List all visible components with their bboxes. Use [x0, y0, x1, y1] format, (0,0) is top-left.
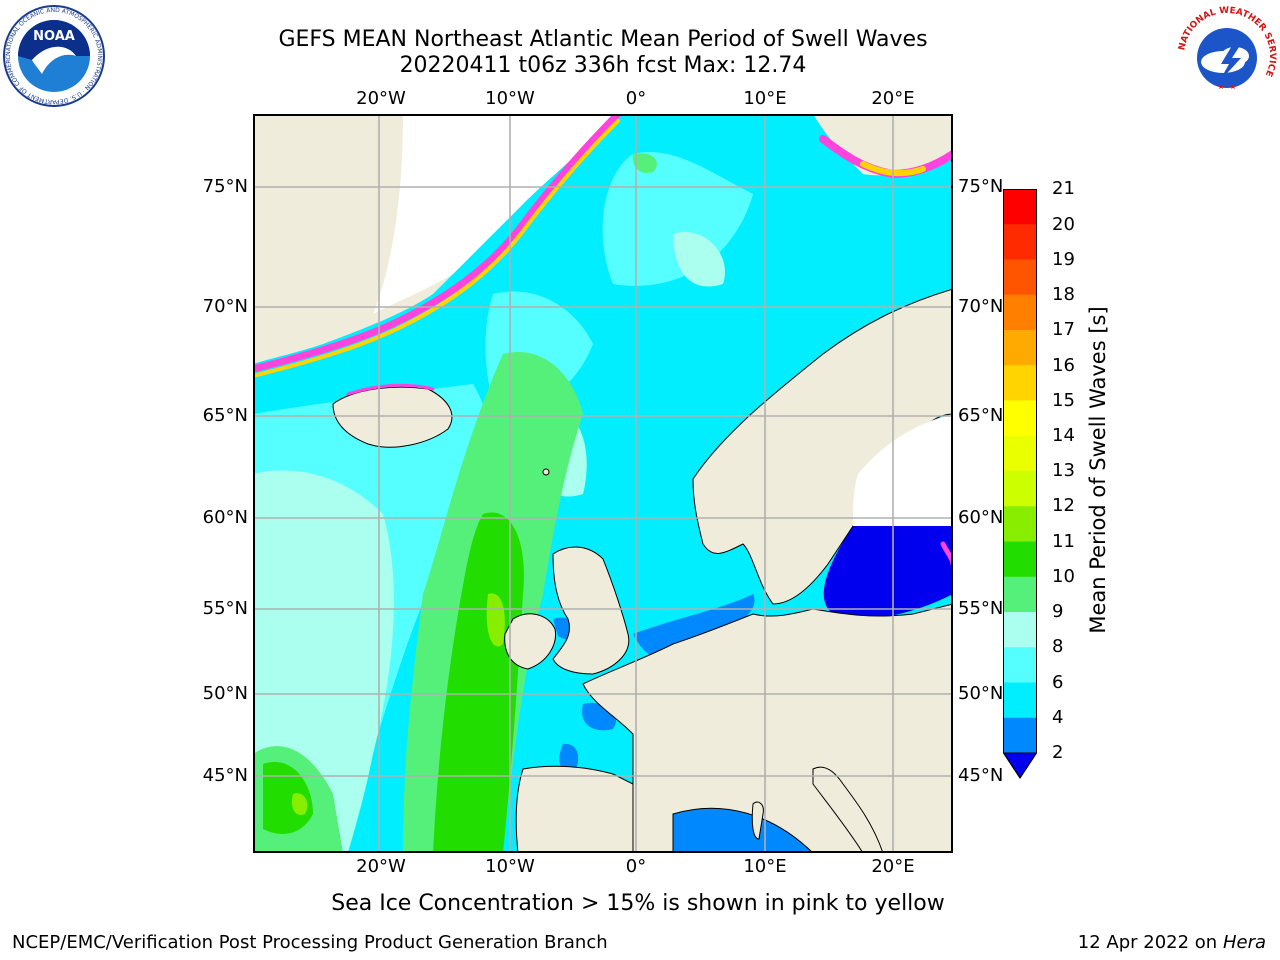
lon-label-top: 10°W	[485, 88, 535, 109]
svalbard-land	[813, 114, 953, 176]
lat-label-left: 50°N	[202, 683, 248, 704]
colorbar-tick: 12	[1052, 495, 1075, 516]
colorbar-segment	[1003, 189, 1037, 225]
colorbar-segment	[1003, 365, 1037, 401]
colorbar-segment	[1003, 330, 1037, 366]
lat-label-left: 75°N	[202, 176, 248, 197]
colorbar-segment	[1003, 259, 1037, 296]
colorbar-tick: 11	[1052, 531, 1075, 552]
colorbar-frame	[1003, 189, 1037, 779]
colorbar-tick: 13	[1052, 460, 1075, 481]
colorbar-tick: 2	[1052, 742, 1064, 763]
colorbar-tick: 21	[1052, 178, 1075, 199]
colorbar-segment	[1003, 435, 1037, 472]
lat-label-right: 75°N	[958, 176, 1004, 197]
colorbar-segment	[1003, 682, 1037, 719]
lon-label-bottom: 10°W	[485, 856, 535, 877]
nws-logo: NATIONAL WEATHER SERVICE	[1177, 6, 1277, 106]
lon-label-bottom: 0°	[625, 856, 647, 877]
colorbar	[1003, 189, 1037, 779]
lat-label-left: 45°N	[202, 765, 248, 786]
lat-label-right: 70°N	[958, 296, 1004, 317]
swell-11-12-regions	[263, 512, 524, 853]
colorbar-tick: 10	[1052, 566, 1075, 587]
colorbar-tick: 18	[1052, 284, 1075, 305]
great-britain-land	[552, 546, 630, 675]
lon-label-bottom: 20°W	[356, 856, 406, 877]
colorbar-segment	[1003, 647, 1037, 683]
colorbar-tick: 6	[1052, 672, 1064, 693]
colorbar-segment	[1003, 717, 1037, 754]
lat-label-right: 45°N	[958, 765, 1004, 786]
lat-label-left: 70°N	[202, 296, 248, 317]
colorbar-tick: 8	[1052, 636, 1064, 657]
colorbar-segment	[1003, 541, 1037, 578]
lon-label-top: 10°E	[743, 88, 787, 109]
noaa-wordmark: NOAA	[33, 29, 75, 44]
colorbar-tick: 17	[1052, 319, 1075, 340]
sea-ice-note: Sea Ice Concentration > 15% is shown in …	[331, 891, 945, 916]
iceland-land	[332, 386, 453, 448]
lon-label-bottom: 20°E	[871, 856, 915, 877]
lon-label-bottom: 10°E	[743, 856, 787, 877]
swell-period-map[interactable]	[253, 114, 953, 853]
colorbar-tick: 4	[1052, 707, 1064, 728]
lat-label-right: 55°N	[958, 598, 1004, 619]
generation-date: 12 Apr 2022 on Hera	[1078, 932, 1266, 953]
europe-land	[582, 603, 953, 853]
chart-subtitle: 20220411 t06z 336h fcst Max: 12.74	[399, 53, 807, 78]
graticule	[253, 114, 953, 853]
date-text: 12 Apr 2022 on	[1077, 932, 1223, 953]
swell-12-13-regions	[291, 593, 505, 816]
lat-label-left: 65°N	[202, 405, 248, 426]
lat-label-left: 55°N	[202, 598, 248, 619]
italy-land	[812, 766, 884, 853]
colorbar-segment	[1003, 576, 1037, 613]
colorbar-tick: 20	[1052, 214, 1075, 235]
colorbar-segment	[1003, 400, 1037, 437]
noaa-logo: NATIONAL OCEANIC AND ATMOSPHERIC ADMINIS…	[2, 4, 105, 107]
colorbar-label: Mean Period of Swell Waves [s]	[1086, 306, 1110, 634]
map-border	[253, 114, 953, 853]
colorbar-tick: 14	[1052, 425, 1075, 446]
colorbar-segment	[1003, 224, 1037, 260]
colorbar-under-arrow	[1003, 752, 1037, 779]
lat-label-right: 50°N	[958, 683, 1004, 704]
colorbar-segment	[1003, 612, 1037, 648]
lon-label-top: 20°E	[871, 88, 915, 109]
colorbar-segment	[1003, 506, 1037, 542]
colorbar-tick: 19	[1052, 249, 1075, 270]
chart-title: GEFS MEAN Northeast Atlantic Mean Period…	[278, 27, 928, 52]
lon-label-top: 0°	[625, 88, 647, 109]
colorbar-tick: 9	[1052, 601, 1064, 622]
producer-credit: NCEP/EMC/Verification Post Processing Pr…	[12, 932, 608, 953]
lat-label-left: 60°N	[202, 507, 248, 528]
colorbar-tick: 15	[1052, 390, 1075, 411]
ireland-land	[504, 613, 557, 670]
lon-label-top: 20°W	[356, 88, 406, 109]
host-name: Hera	[1222, 932, 1266, 953]
lat-label-right: 65°N	[958, 405, 1004, 426]
iberia-land	[515, 765, 634, 853]
colorbar-segment	[1003, 471, 1037, 507]
colorbar-tick: 16	[1052, 355, 1075, 376]
lat-label-right: 60°N	[958, 507, 1004, 528]
colorbar-segment	[1003, 294, 1037, 331]
map-panel[interactable]	[253, 114, 953, 853]
